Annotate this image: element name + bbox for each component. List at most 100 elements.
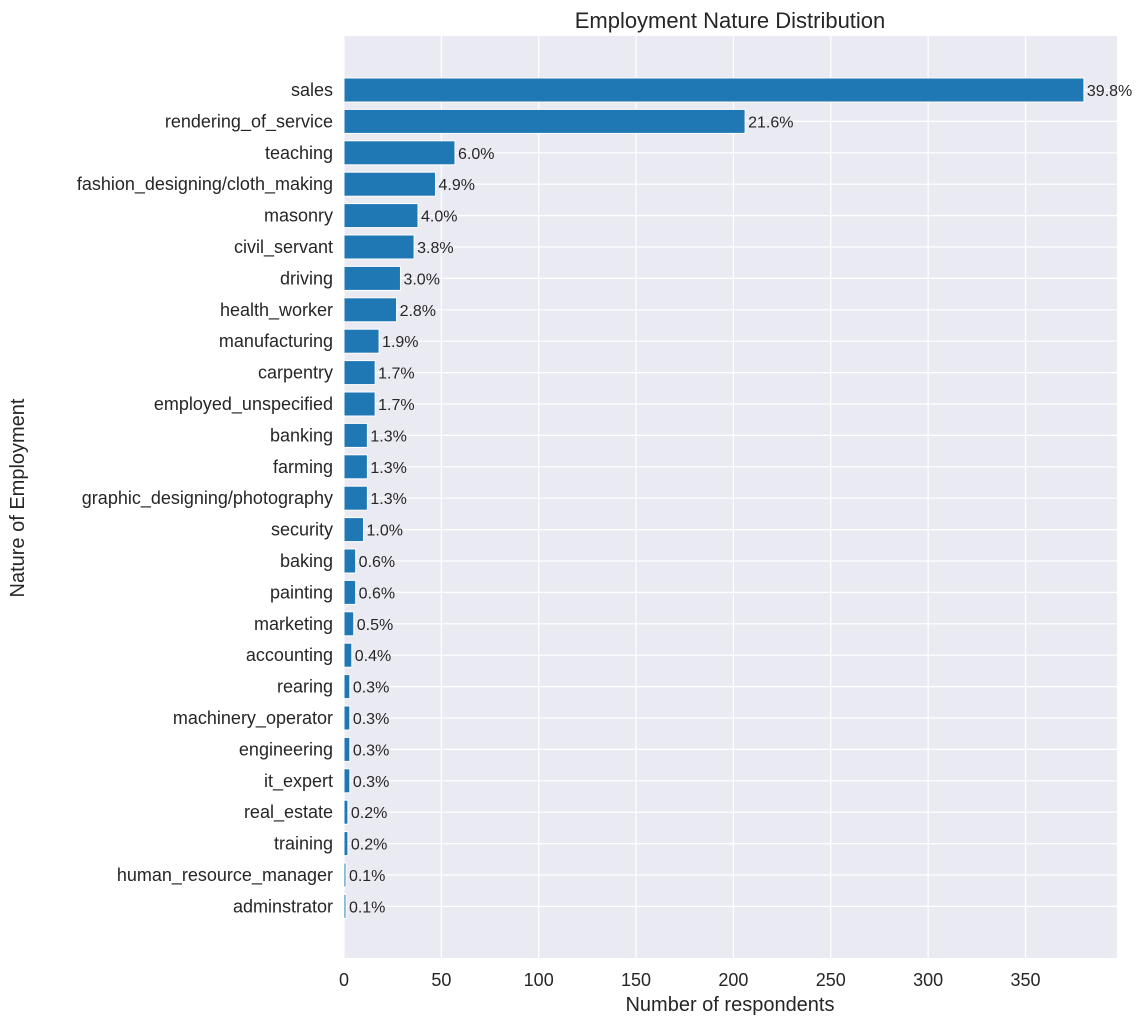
data-label: 1.7% — [378, 366, 414, 383]
bar-manufacturing — [343, 328, 380, 354]
category-label: training — [274, 834, 333, 854]
bar-painting — [343, 579, 357, 605]
chart-title: Employment Nature Distribution — [575, 8, 886, 33]
bar-graphic-designing-photography — [343, 485, 368, 511]
x-tick-label: 150 — [621, 970, 651, 990]
bar-farming — [343, 454, 368, 480]
bars — [343, 77, 1085, 919]
x-tick-label: 200 — [718, 970, 748, 990]
bar-banking — [343, 422, 368, 448]
bar-masonry — [343, 203, 419, 229]
category-label: engineering — [239, 739, 333, 759]
category-labels: sales rendering_of_service teaching fashion… — [77, 80, 333, 916]
category-label: employed_unspecified — [154, 394, 333, 415]
data-label: 1.7% — [378, 397, 414, 414]
bar-accounting — [343, 642, 353, 668]
data-label: 0.3% — [353, 774, 389, 791]
category-label: painting — [270, 582, 333, 602]
bar-teaching — [343, 140, 456, 166]
x-tick-label: 100 — [524, 970, 554, 990]
category-label: real_estate — [244, 802, 333, 823]
data-label: 0.1% — [349, 899, 385, 916]
category-label: manufacturing — [219, 331, 333, 351]
bar-health-worker — [343, 297, 398, 323]
category-label: adminstrator — [233, 896, 333, 916]
category-label: masonry — [264, 206, 333, 226]
bar-civil-servant — [343, 234, 415, 260]
data-label: 0.6% — [359, 554, 395, 571]
x-tick-label: 250 — [816, 970, 846, 990]
data-label: 6.0% — [458, 146, 494, 163]
category-label: farming — [273, 457, 333, 477]
data-label: 0.2% — [351, 837, 387, 854]
x-tick-label: 50 — [431, 970, 451, 990]
bar-human-resource-manager — [343, 862, 347, 888]
x-tick-label: 350 — [1010, 970, 1040, 990]
category-label: it_expert — [264, 771, 333, 792]
data-label: 1.0% — [366, 523, 402, 540]
category-label: baking — [280, 551, 333, 571]
category-label: fashion_designing/cloth_making — [77, 174, 333, 195]
bar-engineering — [343, 736, 351, 762]
data-label: 1.3% — [370, 460, 406, 477]
plot-background — [344, 36, 1117, 958]
x-axis-title: Number of respondents — [625, 994, 834, 1016]
x-tick-label: 300 — [913, 970, 943, 990]
category-label: civil_servant — [234, 237, 333, 258]
bar-marketing — [343, 611, 355, 637]
bar-fashion-designing-cloth-making — [343, 171, 437, 197]
bar-driving — [343, 265, 401, 291]
category-label: machinery_operator — [173, 708, 333, 729]
category-label: graphic_designing/photography — [82, 488, 333, 509]
category-label: sales — [291, 80, 333, 100]
data-labels: 39.8% 21.6% 6.0% 4.9% 4.0% 3.8% 3.0% 2.8% 1.9% 1.… — [349, 83, 1132, 916]
data-label: 0.1% — [349, 868, 385, 885]
bar-rearing — [343, 674, 351, 700]
category-label: teaching — [265, 143, 333, 163]
category-label: driving — [280, 268, 333, 288]
bar-real-estate — [343, 799, 349, 825]
bar-rendering-of-service — [343, 108, 746, 134]
category-label: rearing — [277, 677, 333, 697]
data-label: 0.3% — [353, 742, 389, 759]
x-tick-label: 0 — [339, 970, 349, 990]
grid-lines — [343, 36, 1117, 958]
x-tick-labels: 0 50 100 150 200 250 300 350 — [339, 970, 1041, 990]
data-label: 4.0% — [421, 209, 457, 226]
data-label: 0.6% — [359, 585, 395, 602]
data-label: 0.3% — [353, 711, 389, 728]
data-label: 4.9% — [439, 177, 475, 194]
category-label: health_worker — [220, 300, 333, 321]
data-label: 21.6% — [748, 114, 793, 131]
category-label: carpentry — [258, 363, 333, 383]
bar-security — [343, 517, 364, 543]
bar-machinery-operator — [343, 705, 351, 731]
data-label: 0.2% — [351, 805, 387, 822]
data-label: 1.9% — [382, 334, 418, 351]
category-label: security — [271, 520, 333, 540]
category-label: marketing — [254, 614, 333, 634]
data-label: 0.4% — [355, 648, 391, 665]
bar-sales — [343, 77, 1085, 103]
data-label: 0.5% — [357, 617, 393, 634]
bar-adminstrator — [343, 893, 347, 919]
data-label: 1.3% — [370, 491, 406, 508]
data-label: 3.8% — [417, 240, 453, 257]
data-label: 1.3% — [370, 428, 406, 445]
data-label: 3.0% — [403, 271, 439, 288]
bar-training — [343, 831, 349, 857]
bar-baking — [343, 548, 357, 574]
data-label: 39.8% — [1087, 83, 1132, 100]
category-label: accounting — [246, 645, 333, 665]
category-label: rendering_of_service — [165, 111, 333, 132]
bar-carpentry — [343, 360, 376, 386]
y-axis-title: Nature of Employment — [7, 398, 29, 597]
bar-it-expert — [343, 768, 351, 794]
category-label: banking — [270, 425, 333, 445]
data-label: 0.3% — [353, 680, 389, 697]
data-label: 2.8% — [400, 303, 436, 320]
bar-employed-unspecified — [343, 391, 376, 417]
category-label: human_resource_manager — [117, 865, 333, 886]
